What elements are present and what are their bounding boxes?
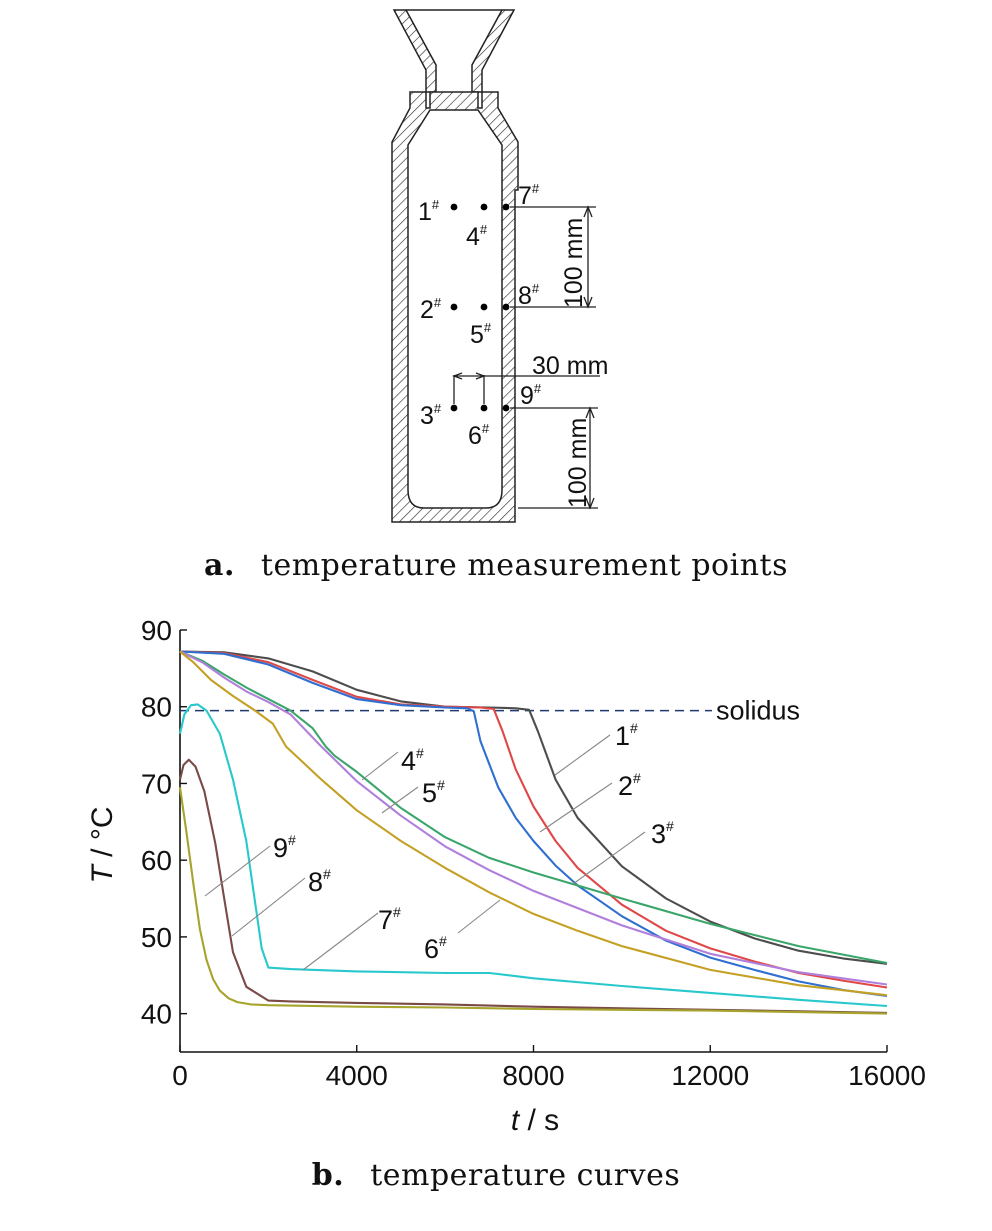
annotation-label-2: 2# — [618, 770, 641, 801]
x-axis-label: t / s — [511, 1104, 559, 1137]
point-label-9: 9# — [520, 381, 542, 410]
x-tick-label: 12000 — [671, 1060, 749, 1091]
point-3 — [450, 404, 458, 412]
point-label-1: 1# — [418, 197, 440, 226]
y-tick-label: 70 — [141, 768, 172, 799]
point-label-8: 8# — [518, 281, 540, 310]
chart-annotations: 1# 2# 3# 4#5# 6# 7# 8# 9# — [204, 720, 674, 971]
point-9 — [502, 404, 510, 412]
annotation-leader-7 — [302, 912, 379, 971]
series-line-5 — [179, 650, 888, 986]
y-tick-label: 40 — [141, 999, 172, 1030]
point-1 — [450, 203, 458, 211]
point-label-6: 6# — [468, 421, 490, 450]
funnel-left-wall — [392, 9, 437, 93]
annotation-leader-6 — [457, 899, 501, 934]
funnel-right-wall — [471, 9, 516, 93]
series-line-2 — [179, 650, 888, 989]
point-4 — [480, 203, 488, 211]
annotation-leader-9 — [204, 845, 271, 897]
point-2 — [450, 303, 458, 311]
solidus-label: solidus — [716, 696, 800, 726]
measurement-points — [450, 203, 510, 412]
caption-b-text: temperature curves — [370, 1158, 681, 1193]
annotation-label-4: 4# — [401, 745, 424, 776]
caption-a-text: temperature measurement points — [260, 548, 788, 583]
point-7 — [502, 203, 510, 211]
mold-wall — [391, 91, 519, 523]
dimension-label-horizontal: 30 mm — [532, 352, 608, 380]
annotation-leader-1 — [554, 734, 611, 776]
annotation-label-6: 6# — [424, 933, 447, 964]
y-tick-label: 60 — [141, 845, 172, 876]
point-8 — [502, 303, 510, 311]
annotation-label-7: 7# — [378, 904, 401, 935]
mold-schematic: 1# 4# 7# 2# 5# 8# 3# 6# 9# 100 mm 100 mm… — [391, 9, 608, 523]
annotation-leader-4 — [361, 751, 399, 781]
point-label-5: 5# — [470, 320, 492, 349]
annotation-label-9: 9# — [273, 832, 296, 863]
series-line-6 — [179, 650, 888, 997]
caption-b: b. temperature curves — [0, 1158, 992, 1193]
dimension-label-lower: 100 mm — [564, 418, 592, 508]
y-tick-label: 80 — [141, 692, 172, 723]
chart-series — [178, 650, 888, 1015]
x-tick-label: 4000 — [326, 1060, 388, 1091]
annotation-label-3: 3# — [651, 818, 674, 849]
series-line-4 — [179, 650, 888, 965]
point-5 — [480, 303, 488, 311]
dimension-label-upper: 100 mm — [560, 218, 588, 308]
annotation-leader-8 — [231, 877, 306, 937]
point-6 — [480, 404, 488, 412]
series-line-7 — [178, 703, 888, 1008]
point-label-2: 2# — [420, 295, 442, 324]
temperature-chart: 0 4000 8000 12000 16000 40 50 60 70 80 90 solidus 1… — [86, 615, 926, 1137]
y-tick-label: 90 — [141, 615, 172, 646]
annotation-label-1: 1# — [615, 720, 638, 751]
series-line-9 — [178, 787, 888, 1015]
point-label-3: 3# — [420, 401, 442, 430]
annotation-label-8: 8# — [308, 866, 331, 897]
caption-a: a. temperature measurement points — [0, 548, 992, 583]
point-label-7: 7# — [518, 181, 540, 210]
caption-b-label: b. — [311, 1158, 345, 1193]
annotation-label-5: 5# — [422, 777, 445, 808]
annotation-leader-2 — [539, 782, 613, 833]
x-tick-label: 16000 — [848, 1060, 926, 1091]
chart-axes: 0 4000 8000 12000 16000 40 50 60 70 80 90 solidus — [141, 615, 926, 1091]
series-line-1 — [179, 650, 888, 965]
caption-a-label: a. — [204, 548, 235, 583]
y-tick-label: 50 — [141, 922, 172, 953]
x-tick-label: 0 — [172, 1060, 188, 1091]
series-line-3 — [179, 650, 888, 998]
annotation-leader-3 — [572, 831, 646, 885]
x-tick-label: 8000 — [502, 1060, 564, 1091]
series-line-8 — [178, 758, 888, 1014]
annotation-leader-5 — [381, 786, 419, 814]
point-label-4: 4# — [466, 222, 488, 251]
y-axis-label: T / °C — [86, 807, 119, 884]
